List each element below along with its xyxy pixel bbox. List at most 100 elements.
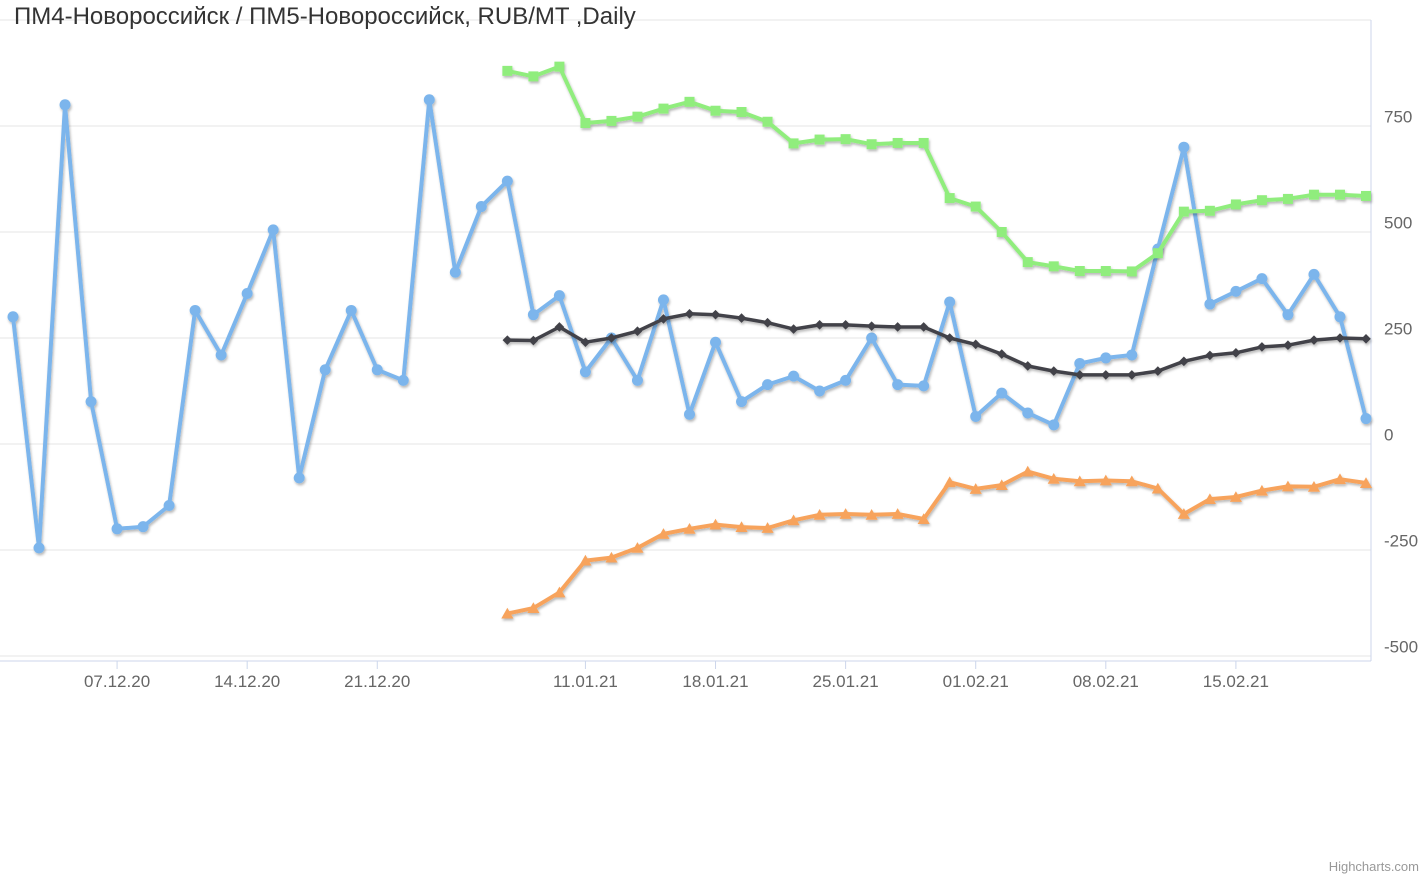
diamond-marker[interactable] <box>1257 342 1267 352</box>
square-marker[interactable] <box>762 116 773 127</box>
triangle-marker[interactable] <box>1203 493 1216 505</box>
series-blue[interactable] <box>7 94 1372 554</box>
diamond-marker[interactable] <box>944 333 955 343</box>
diamond-marker[interactable] <box>788 324 799 334</box>
triangle-marker[interactable] <box>1359 477 1373 488</box>
circle-marker[interactable] <box>553 290 565 302</box>
series-black-line[interactable] <box>505 312 1368 377</box>
triangle-marker[interactable] <box>1047 472 1060 484</box>
triangle-marker[interactable] <box>683 523 696 534</box>
diamond-marker[interactable] <box>1335 333 1345 343</box>
diamond-marker[interactable] <box>1101 370 1111 380</box>
circle-marker[interactable] <box>814 385 826 397</box>
triangle-marker[interactable] <box>553 586 566 598</box>
diamond-marker[interactable] <box>866 321 877 331</box>
square-marker[interactable] <box>658 103 669 114</box>
circle-marker[interactable] <box>1022 407 1034 419</box>
square-marker[interactable] <box>1048 261 1059 272</box>
series-black[interactable] <box>502 309 1371 380</box>
triangle-marker[interactable] <box>787 514 800 526</box>
series-blue-line[interactable] <box>11 97 1368 550</box>
triangle-marker[interactable] <box>1307 481 1321 492</box>
triangle-marker[interactable] <box>657 528 670 539</box>
square-marker[interactable] <box>1204 205 1215 216</box>
square-marker[interactable] <box>866 139 877 150</box>
triangle-marker[interactable] <box>1255 484 1269 496</box>
triangle-marker[interactable] <box>1073 475 1086 487</box>
circle-marker[interactable] <box>1308 268 1320 280</box>
circle-marker[interactable] <box>163 499 175 511</box>
circle-marker[interactable] <box>527 309 539 321</box>
diamond-marker[interactable] <box>1309 335 1319 345</box>
diamond-marker[interactable] <box>1361 334 1371 344</box>
diamond-marker[interactable] <box>892 322 903 332</box>
square-marker[interactable] <box>1334 189 1345 200</box>
square-marker[interactable] <box>684 96 695 107</box>
circle-marker[interactable] <box>1334 311 1346 323</box>
diamond-marker[interactable] <box>1205 350 1215 361</box>
circle-marker[interactable] <box>501 175 513 187</box>
circle-marker[interactable] <box>840 374 852 386</box>
triangle-marker[interactable] <box>917 513 930 524</box>
triangle-marker[interactable] <box>813 509 826 520</box>
square-marker[interactable] <box>1152 248 1163 259</box>
square-marker[interactable] <box>814 134 825 145</box>
square-marker[interactable] <box>1256 195 1267 206</box>
circle-marker[interactable] <box>293 472 305 484</box>
triangle-marker[interactable] <box>761 522 774 533</box>
square-marker[interactable] <box>606 115 617 126</box>
circle-marker[interactable] <box>710 336 722 348</box>
circle-marker[interactable] <box>371 364 383 376</box>
diamond-marker[interactable] <box>1048 366 1059 376</box>
diamond-marker[interactable] <box>814 320 825 330</box>
square-marker[interactable] <box>528 71 539 82</box>
square-marker[interactable] <box>1282 193 1293 204</box>
square-marker[interactable] <box>918 137 929 148</box>
circle-marker[interactable] <box>59 99 71 111</box>
circle-marker[interactable] <box>1100 352 1112 364</box>
circle-marker[interactable] <box>892 379 904 391</box>
circle-marker[interactable] <box>970 410 982 422</box>
series-green[interactable] <box>502 61 1371 277</box>
circle-marker[interactable] <box>944 296 956 308</box>
circle-marker[interactable] <box>996 387 1008 399</box>
square-marker[interactable] <box>554 61 565 72</box>
circle-marker[interactable] <box>345 304 357 316</box>
square-marker[interactable] <box>1074 266 1085 277</box>
circle-marker[interactable] <box>267 224 279 236</box>
square-marker[interactable] <box>1126 266 1137 277</box>
square-marker[interactable] <box>1178 206 1189 217</box>
diamond-marker[interactable] <box>710 309 721 320</box>
square-marker[interactable] <box>502 65 513 76</box>
triangle-marker[interactable] <box>501 607 514 619</box>
circle-marker[interactable] <box>1360 413 1372 425</box>
circle-marker[interactable] <box>7 311 19 323</box>
diamond-marker[interactable] <box>1074 370 1085 380</box>
highcharts-credits-link[interactable]: Highcharts.com <box>1328 859 1419 874</box>
triangle-marker[interactable] <box>735 521 748 533</box>
circle-marker[interactable] <box>1282 309 1294 321</box>
circle-marker[interactable] <box>423 94 435 106</box>
circle-marker[interactable] <box>579 366 591 378</box>
diamond-marker[interactable] <box>502 335 513 345</box>
circle-marker[interactable] <box>189 304 201 316</box>
diamond-marker[interactable] <box>606 333 617 343</box>
diamond-marker[interactable] <box>970 339 981 350</box>
diamond-marker[interactable] <box>580 337 591 348</box>
circle-marker[interactable] <box>319 364 331 376</box>
circle-marker[interactable] <box>1204 298 1216 310</box>
square-marker[interactable] <box>1022 257 1033 268</box>
triangle-marker[interactable] <box>1333 473 1347 485</box>
diamond-marker[interactable] <box>632 326 643 337</box>
triangle-marker[interactable] <box>891 508 904 519</box>
diamond-marker[interactable] <box>996 349 1007 359</box>
diamond-marker[interactable] <box>554 322 565 332</box>
circle-marker[interactable] <box>1178 141 1190 153</box>
circle-marker[interactable] <box>1074 357 1086 369</box>
diamond-marker[interactable] <box>1283 340 1293 351</box>
triangle-marker[interactable] <box>631 542 644 553</box>
square-marker[interactable] <box>632 111 643 122</box>
triangle-marker[interactable] <box>1177 508 1190 519</box>
square-marker[interactable] <box>1230 199 1241 210</box>
circle-marker[interactable] <box>241 287 253 299</box>
